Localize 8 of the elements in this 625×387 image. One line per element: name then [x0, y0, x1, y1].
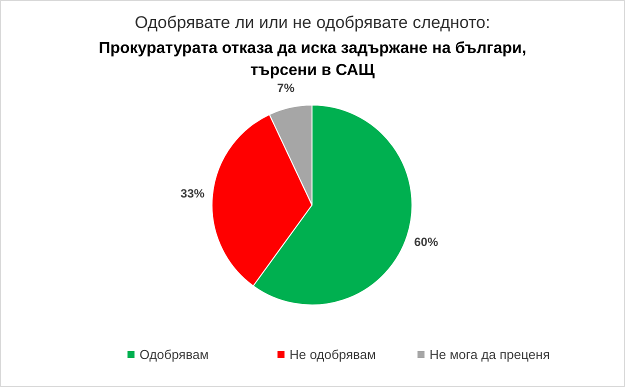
legend-label: Одобрявам: [140, 347, 209, 362]
legend-label: Не мога да преценя: [430, 347, 550, 362]
data-label: 33%: [180, 186, 205, 201]
data-label: 60%: [414, 235, 438, 250]
legend-label: Не одобрявам: [290, 347, 376, 362]
chart-title: Одобрявате ли или не одобрявате следното:: [134, 13, 490, 32]
chart-subtitle: Прокуратурата отказа да иска задържане на българи, търсени в САЩ: [98, 40, 526, 79]
data-label: 7%: [277, 80, 295, 95]
